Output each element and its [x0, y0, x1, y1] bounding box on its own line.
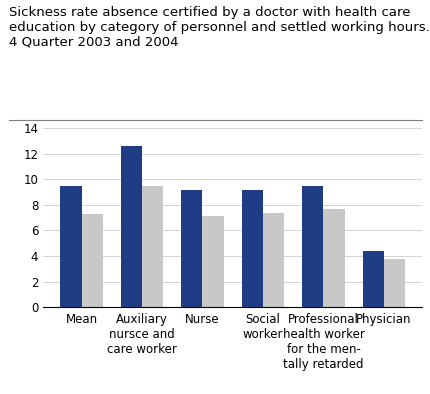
Bar	[181, 190, 202, 307]
Bar	[362, 251, 383, 307]
Bar	[120, 146, 141, 307]
Bar	[383, 259, 404, 307]
Bar	[241, 190, 262, 307]
Bar	[262, 213, 283, 307]
Bar	[81, 214, 102, 307]
Bar	[141, 186, 163, 307]
Bar	[60, 186, 81, 307]
Bar	[323, 209, 344, 307]
Bar	[301, 186, 323, 307]
Text: Sickness rate absence certified by a doctor with health care
education by catego: Sickness rate absence certified by a doc…	[9, 6, 428, 49]
Bar	[202, 216, 223, 307]
